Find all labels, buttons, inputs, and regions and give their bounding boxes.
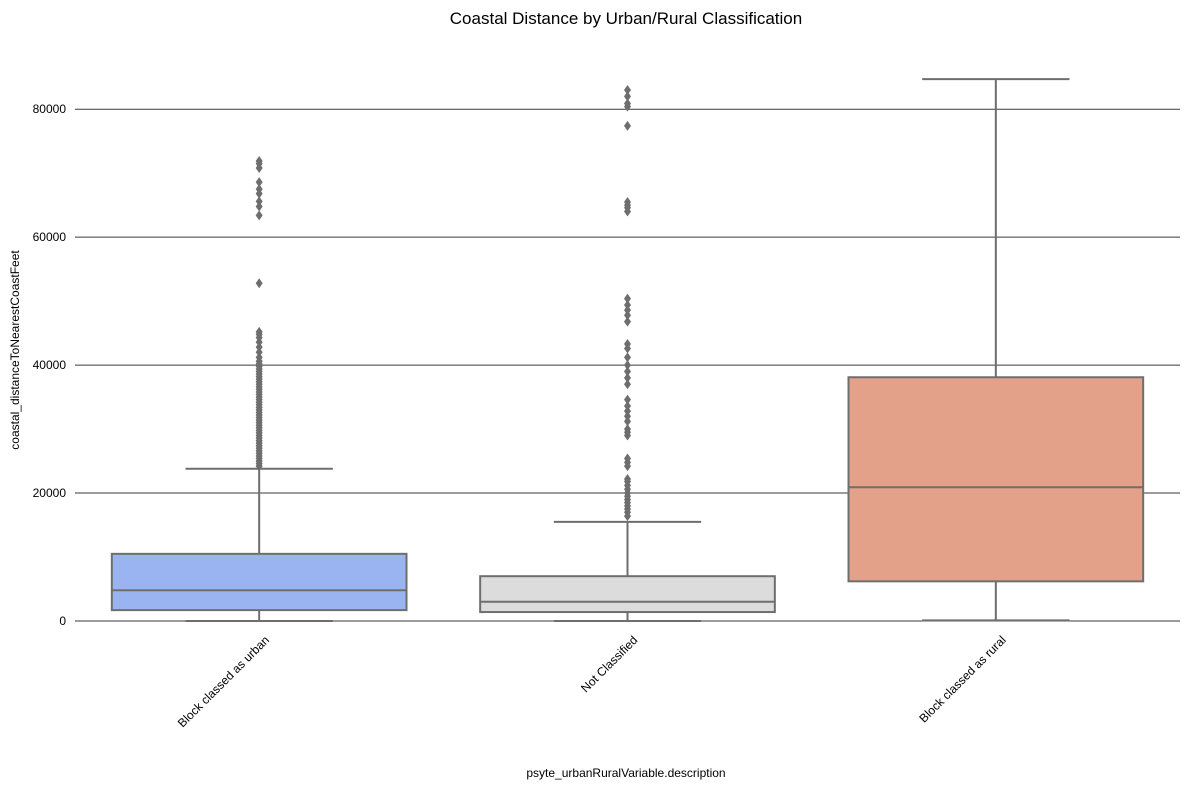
box-group (479, 85, 776, 622)
outlier-point (624, 120, 631, 131)
outlier-point (624, 416, 631, 427)
y-tick-labels: 0 20000 40000 60000 80000 (33, 102, 67, 628)
outlier-point (255, 196, 263, 207)
boxes (110, 78, 1145, 622)
outlier-point (255, 201, 263, 212)
box-iqr (479, 575, 776, 614)
outlier-point (624, 372, 631, 383)
outlier-point (624, 394, 631, 405)
box-iqr (847, 376, 1145, 583)
outlier-point (624, 411, 631, 422)
y-tick-label: 60000 (33, 230, 67, 244)
outlier-point (624, 360, 631, 371)
outlier-point (624, 85, 631, 96)
box-iqr (110, 552, 408, 612)
y-tick-label: 0 (59, 614, 66, 628)
outlier-point (255, 210, 263, 221)
outlier-point (624, 453, 631, 464)
x-tick-labels: Block classed as urban Not Classified Bloc… (175, 633, 1009, 730)
x-tick-label: Block classed as rural (916, 633, 1008, 725)
outlier-point (624, 401, 631, 412)
y-tick-label: 20000 (33, 486, 67, 500)
outlier-point (624, 293, 631, 304)
outlier-point (255, 347, 263, 358)
outlier-point (255, 278, 263, 289)
y-tick-label: 80000 (33, 102, 67, 116)
outlier-point (624, 305, 631, 316)
x-axis-label: psyte_urbanRuralVariable.description (526, 766, 725, 780)
outlier-point (624, 196, 631, 207)
outlier-point (624, 316, 631, 327)
outlier-point (255, 352, 263, 363)
outlier-point (624, 338, 631, 349)
box-group (110, 156, 408, 622)
outlier-point (624, 406, 631, 417)
y-tick-label: 40000 (33, 358, 67, 372)
outlier-point (624, 98, 631, 109)
outlier-point (255, 156, 263, 167)
x-tick-label: Block classed as urban (175, 633, 272, 730)
outlier-point (255, 326, 263, 337)
box-group (847, 78, 1145, 622)
outlier-point (255, 177, 263, 188)
chart-title: Coastal Distance by Urban/Rural Classifi… (450, 9, 802, 28)
outlier-point (255, 342, 263, 353)
x-tick-label: Not Classified (578, 633, 640, 695)
outlier-point (255, 184, 263, 195)
outlier-point (624, 424, 631, 435)
outlier-point (624, 352, 631, 363)
outlier-point (624, 310, 631, 321)
outlier-point (624, 91, 631, 102)
outlier-point (624, 299, 631, 310)
outlier-point (624, 473, 631, 484)
outlier-point (624, 366, 631, 377)
outlier-point (624, 379, 631, 390)
y-axis-label: coastal_distanceToNearestCoastFeet (8, 250, 22, 450)
